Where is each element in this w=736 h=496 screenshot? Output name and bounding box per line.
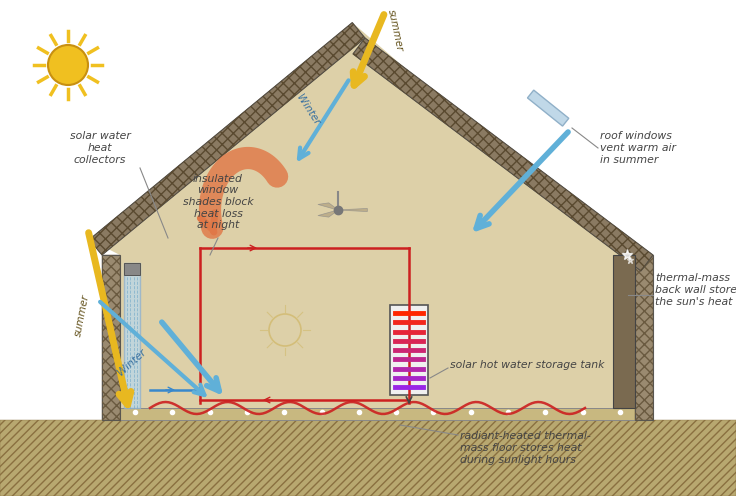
Text: thermal-mass
back wall stores
the sun's heat: thermal-mass back wall stores the sun's … [655,273,736,307]
Text: summer: summer [73,293,91,337]
Polygon shape [343,208,367,212]
Polygon shape [0,420,736,496]
Text: radiant-heated thermal-
mass floor stores heat
during sunlight hours: radiant-heated thermal- mass floor store… [460,432,591,465]
Circle shape [48,45,88,85]
Bar [390,305,428,395]
Polygon shape [635,255,653,420]
Polygon shape [89,23,641,420]
Polygon shape [124,263,140,408]
Text: solar hot water storage tank: solar hot water storage tank [450,360,604,370]
Polygon shape [318,211,336,217]
Polygon shape [613,255,635,408]
Text: insulated
window
shades block
heat loss
at night: insulated window shades block heat loss … [183,174,253,230]
Polygon shape [102,255,120,420]
Text: summer: summer [386,8,404,52]
Text: Winter: Winter [294,93,322,127]
Text: Winter: Winter [116,347,148,377]
Polygon shape [353,38,653,271]
Text: solar water
heat
collectors: solar water heat collectors [70,131,130,165]
Polygon shape [528,90,569,126]
Polygon shape [318,203,336,209]
Polygon shape [120,408,635,420]
FancyBboxPatch shape [124,263,140,275]
Text: roof windows
vent warm air
in summer: roof windows vent warm air in summer [600,131,676,165]
Polygon shape [89,23,365,255]
